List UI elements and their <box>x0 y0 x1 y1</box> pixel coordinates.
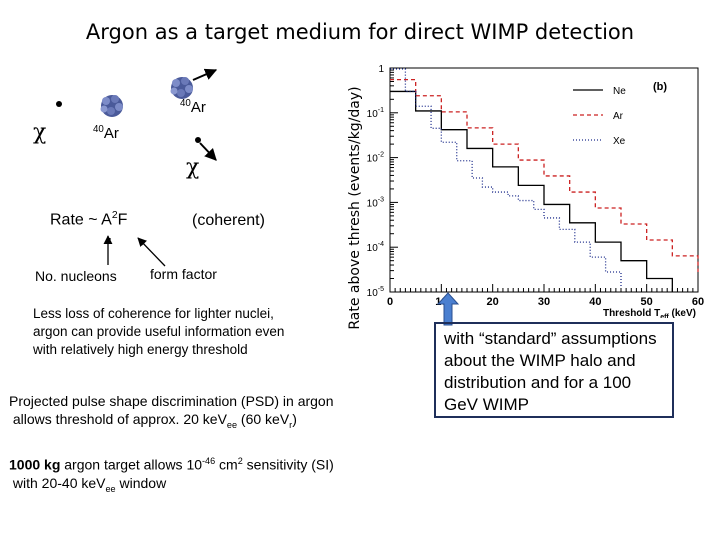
outgoing-wimp-dot <box>195 137 201 143</box>
series-line-ne <box>390 90 673 292</box>
incoming-wimp-symbol: χ <box>33 120 47 145</box>
form-factor-label: form factor <box>150 266 217 282</box>
callout-arrow <box>436 292 460 326</box>
y-tick-label: 10-3 <box>367 196 384 209</box>
target-line-1: 1000 kg argon target allows 10-46 cm2 se… <box>9 456 334 473</box>
panel-label: (b) <box>653 81 667 93</box>
y-tick-label: 1 <box>378 64 384 75</box>
assumptions-callout: with “standard” assumptions about the WI… <box>434 322 674 418</box>
recoil-nucleus-icon <box>170 77 193 99</box>
series-line-xe <box>390 68 622 287</box>
psd-text: Projected pulse shape discrimination (PS… <box>9 392 334 434</box>
x-tick-label: 40 <box>589 296 601 308</box>
y-tick-label: 10-2 <box>367 152 384 165</box>
psd-line-1: Projected pulse shape discrimination (PS… <box>9 393 334 409</box>
target-nucleus-icon <box>100 95 123 117</box>
plot-frame <box>389 67 699 293</box>
incoming-wimp-dot <box>56 101 62 107</box>
form-factor-pointer <box>137 237 166 267</box>
recoil-arrow <box>192 68 218 81</box>
rate-arrows <box>103 235 166 267</box>
y-tick-label: 10-4 <box>367 241 384 254</box>
coherence-line-2: argon can provide useful information eve… <box>33 324 285 339</box>
slide-title: Argon as a target medium for direct WIMP… <box>85 20 635 44</box>
coherent-label: (coherent) <box>192 212 265 229</box>
legend-label-ar: Ar <box>613 111 624 122</box>
assumptions-text: with “standard” assumptions about the WI… <box>444 329 657 414</box>
legend-label-xe: Xe <box>613 136 626 147</box>
nucleons-label: No. nucleons <box>35 268 117 284</box>
coherence-line-3: with relatively high energy threshold <box>33 342 248 357</box>
target-nucleus-label: 40Ar <box>93 124 119 142</box>
target-text: 1000 kg argon target allows 10-46 cm2 se… <box>9 452 334 497</box>
x-tick-label: 20 <box>487 296 499 308</box>
recoil-nucleus-label: 40Ar <box>180 98 206 116</box>
x-tick-label: 0 <box>387 296 393 308</box>
psd-line-2: allows threshold of approx. 20 keVee (60… <box>12 411 297 430</box>
x-tick-label: 50 <box>641 296 653 308</box>
target-line-2: with 20-40 keVee window <box>12 474 167 494</box>
y-tick-label: 10-5 <box>367 286 384 299</box>
callout-arrow-shape <box>436 292 460 326</box>
outgoing-wimp-arrow <box>199 142 217 161</box>
outgoing-wimp-symbol: χ <box>186 155 200 180</box>
scattering-diagram <box>56 68 218 240</box>
y-tick-label: 10-1 <box>367 107 384 120</box>
x-tick-label: 30 <box>538 296 550 308</box>
coherence-line-1: Less loss of coherence for lighter nucle… <box>33 306 274 321</box>
x-tick-label: 60 <box>692 296 704 308</box>
rate-formula: Rate ~ A2F <box>50 210 128 229</box>
legend-label-ne: Ne <box>613 86 626 97</box>
rate-chart: 0102030405060110-110-210-310-410-5NeArXe… <box>367 64 704 318</box>
coherence-text: Less loss of coherence for lighter nucle… <box>33 305 284 359</box>
x-axis-label: Threshold Teff (keV) <box>603 308 696 318</box>
